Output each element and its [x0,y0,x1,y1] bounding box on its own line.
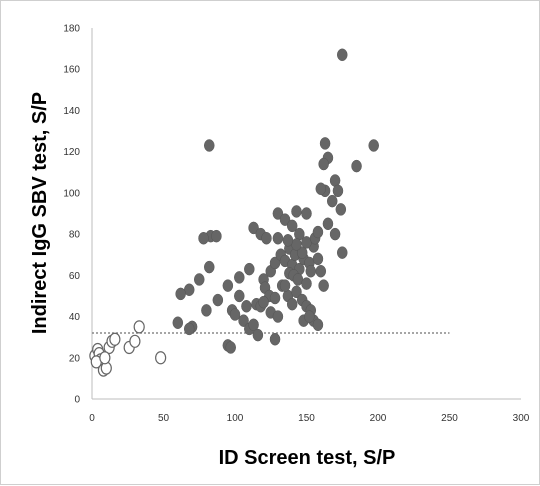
filled-point [234,271,245,284]
filled-point [335,203,347,216]
y-tick-label: 180 [63,24,80,35]
filled-point [315,264,327,278]
filled-point [244,262,255,276]
filled-point [301,277,312,290]
y-tick-label: 0 [74,395,80,406]
filled-point [225,341,236,354]
filled-point [351,159,362,173]
y-tick-label: 140 [63,106,80,117]
filled-point [291,285,302,299]
x-tick-label: 50 [158,413,170,424]
filled-point [241,300,252,313]
open-point [155,351,167,365]
filled-point [329,227,341,241]
filled-point [248,318,259,332]
filled-point [312,225,324,239]
x-tick-label: 150 [298,413,315,424]
filled-point [198,231,209,245]
filled-point [272,207,284,220]
x-tick-label: 0 [89,413,95,424]
filled-point [222,279,234,292]
filled-point [312,252,324,266]
x-tick-label: 100 [227,413,244,424]
y-tick-label: 160 [63,65,80,76]
filled-point [315,182,327,196]
filled-point [286,219,298,233]
open-point [129,334,141,348]
filled-point [204,260,215,274]
y-tick-label: 60 [69,271,81,282]
filled-point [269,332,281,346]
filled-point [269,291,281,305]
y-tick-label: 80 [69,230,81,241]
filled-point [261,231,272,245]
filled-point [172,316,184,329]
filled-point [269,256,281,270]
filled-point [211,229,222,243]
filled-point [175,287,186,301]
filled-point [238,314,249,327]
filled-point [194,273,205,286]
filled-point [234,289,245,303]
open-point [99,351,111,365]
filled-point [272,231,284,245]
filled-point [248,221,259,235]
filled-point [319,137,331,150]
filled-point [282,234,294,247]
filled-point [312,318,324,332]
filled-point [337,246,348,259]
filled-point [286,297,298,311]
filled-point [301,207,312,220]
y-tick-label: 120 [63,147,80,158]
open-point [133,320,145,334]
filled-point [322,217,334,231]
x-tick-label: 300 [513,413,530,424]
filled-point [229,308,241,321]
filled-point [296,246,308,259]
filled-point [332,184,344,198]
filled-point [337,48,348,62]
filled-point [258,295,269,309]
x-tick-label: 250 [441,413,458,424]
filled-point [279,213,291,226]
filled-point [368,139,379,152]
filled-point [201,304,212,317]
filled-point [272,310,284,323]
x-tick-label: 200 [370,413,387,424]
filled-point [318,279,329,292]
filled-point [326,194,338,208]
filled-point [252,328,264,342]
filled-point [279,279,291,292]
y-tick-label: 20 [69,353,81,364]
filled-point [291,205,302,218]
filled-point [305,264,317,278]
filled-point [212,293,224,307]
y-tick-label: 40 [69,312,81,323]
filled-point [183,322,195,336]
filled-point [204,139,215,152]
x-axis-title: ID Screen test, S/P [219,447,396,469]
y-axis-ticks: 0 20 40 60 80 100 120 140 160 180 [63,24,80,406]
y-tick-label: 100 [63,188,80,199]
open-point [109,332,121,346]
filled-point [318,157,329,171]
y-axis-title: Indirect IgG SBV test, S/P [29,92,51,334]
x-axis-ticks: 0 50 100 150 200 250 300 [89,413,530,424]
data-points [89,48,379,377]
filled-point [304,310,315,323]
